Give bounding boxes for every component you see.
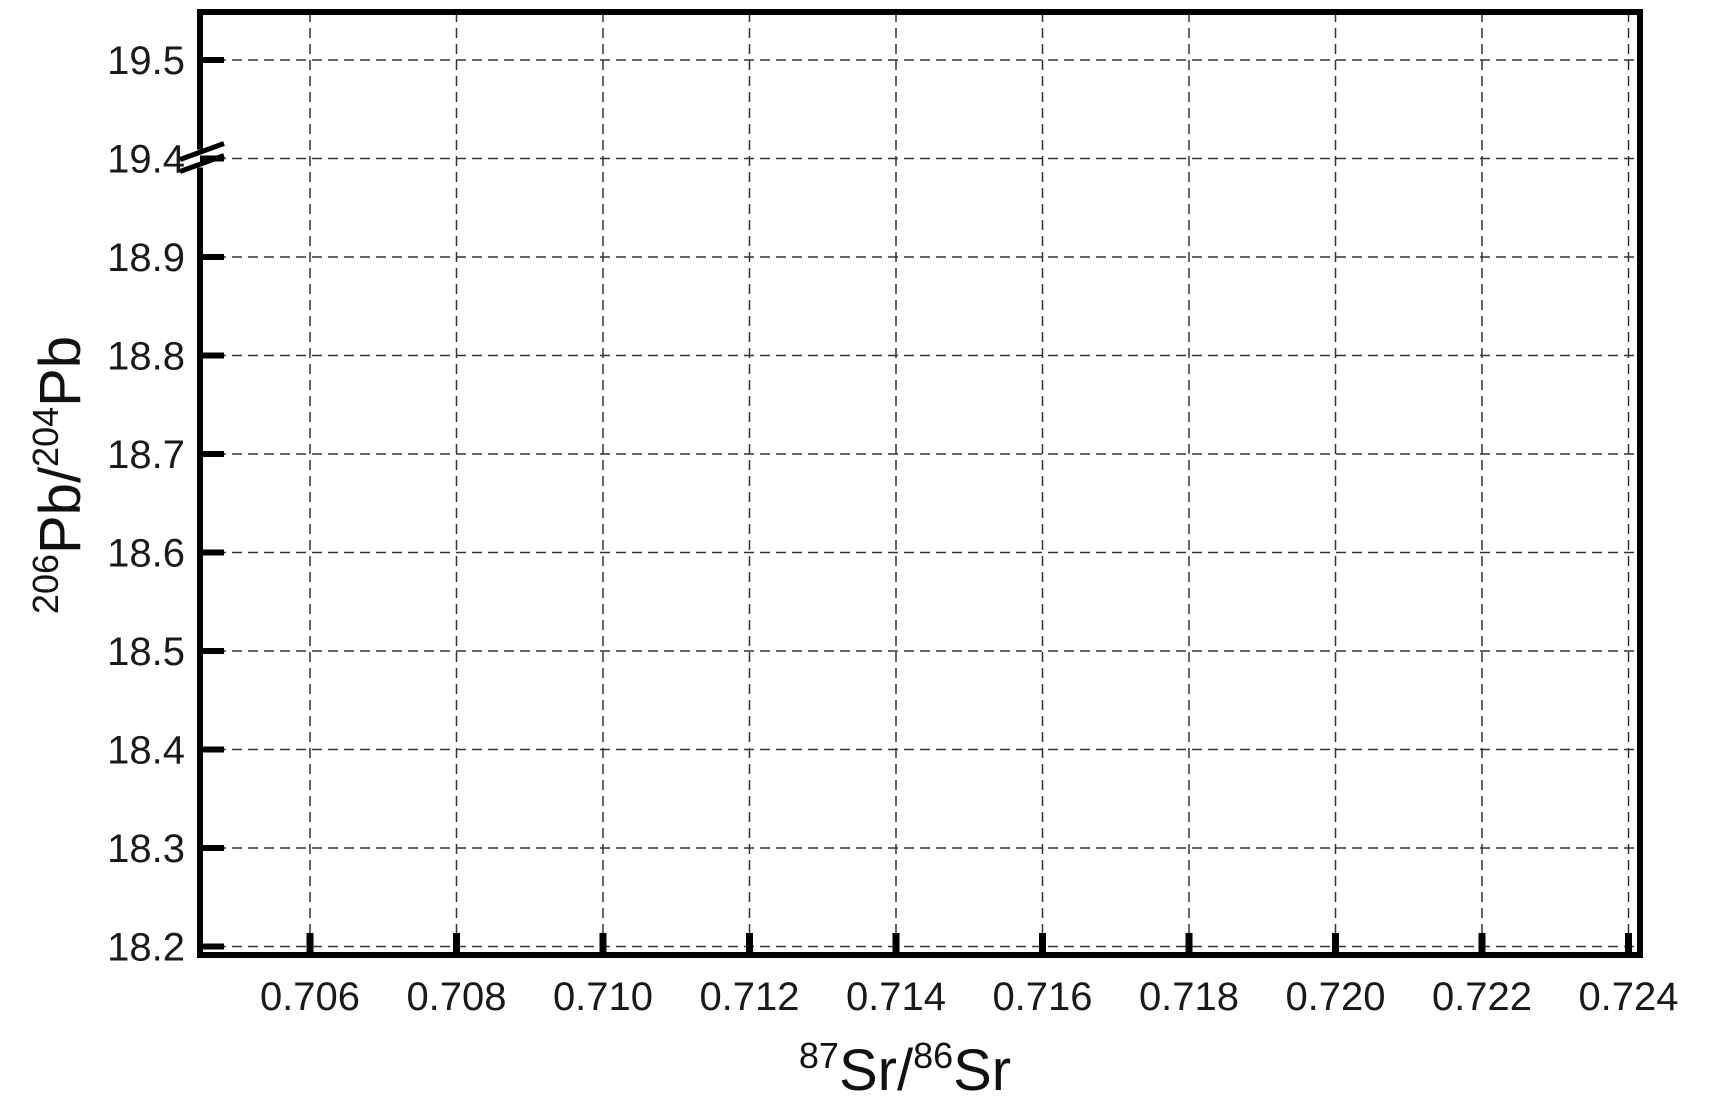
y-tick-label: 18.6 [107, 532, 185, 576]
x-tick-label: 0.710 [553, 975, 653, 1019]
x-tick-label: 0.722 [1432, 975, 1532, 1019]
tick-marks [200, 57, 1632, 955]
x-axis-title: 87Sr/86Sr [799, 1035, 1011, 1098]
x-tick-label: 0.718 [1139, 975, 1239, 1019]
y-tick-label: 18.9 [107, 236, 185, 280]
x-tick-labels: 0.706 0.708 0.710 0.712 0.714 0.716 0.718 0.720… [260, 975, 1679, 1019]
x-tick-label: 0.712 [699, 975, 799, 1019]
axis-break-mark [179, 141, 225, 162]
y-axis-title: 206Pb/204Pb [25, 336, 93, 614]
x-tick-label: 0.720 [1285, 975, 1385, 1019]
y-tick-label: 19.4 [107, 138, 185, 182]
y-tick-label: 18.8 [107, 335, 185, 379]
y-tick-label: 19.5 [107, 39, 185, 83]
x-tick-label: 0.714 [846, 975, 946, 1019]
y-tick-label: 18.4 [107, 729, 185, 773]
x-tick-label: 0.716 [992, 975, 1092, 1019]
y-tick-label: 18.3 [107, 827, 185, 871]
grid [200, 12, 1640, 955]
x-tick-label: 0.724 [1578, 975, 1678, 1019]
plot-border [197, 9, 1643, 958]
x-tick-label: 0.708 [406, 975, 506, 1019]
y-tick-label: 18.5 [107, 630, 185, 674]
plot-frame [179, 9, 1643, 958]
y-tick-labels: 19.5 19.4 18.9 18.8 18.7 18.6 18.5 18.4 18.3 18.2 [107, 39, 185, 970]
x-tick-label: 0.706 [260, 975, 360, 1019]
y-tick-label: 18.7 [107, 433, 185, 477]
y-tick-label: 18.2 [107, 926, 185, 970]
